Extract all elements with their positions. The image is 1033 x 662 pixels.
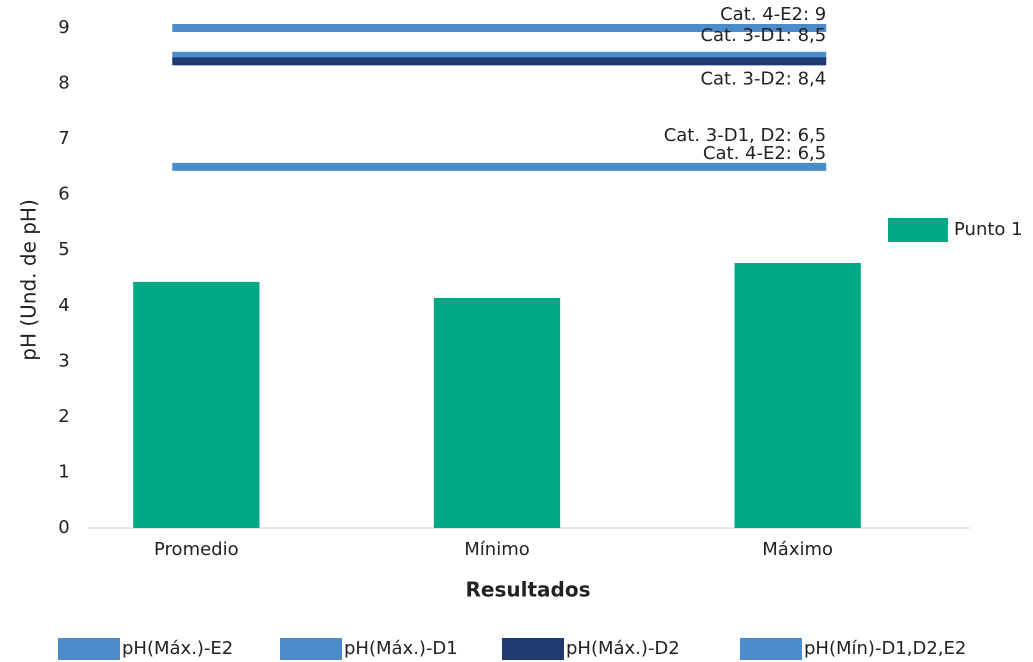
- y-tick-label: 1: [58, 461, 69, 482]
- legend-swatch: [502, 638, 564, 660]
- reference-label: Cat. 4-E2: 6,5: [703, 143, 826, 164]
- x-tick-label: Promedio: [154, 539, 239, 560]
- x-tick-label: Máximo: [762, 539, 833, 560]
- y-tick-label: 6: [58, 184, 69, 205]
- legend-swatch: [280, 638, 342, 660]
- y-tick-label: 0: [58, 517, 69, 538]
- reference-label: Cat. 3-D2: 8,4: [700, 68, 826, 89]
- legend-label: pH(Mín)-D1,D2,E2: [804, 638, 966, 659]
- y-tick-label: 7: [58, 128, 69, 149]
- legend-swatch: [58, 638, 120, 660]
- y-tick-label: 8: [58, 73, 69, 94]
- bar: [133, 281, 260, 528]
- legend-swatch: [740, 638, 802, 660]
- bar: [433, 298, 561, 528]
- reference-label: Cat. 4-E2: 9: [720, 4, 826, 25]
- y-axis-label: pH (Und. de pH): [17, 199, 41, 361]
- legend-label: pH(Máx.)-E2: [122, 638, 233, 659]
- y-tick-label: 5: [58, 239, 69, 260]
- legend-label: pH(Máx.)-D2: [566, 638, 680, 659]
- y-tick-label: 9: [58, 17, 69, 38]
- legend-label: Punto 1: [954, 219, 1023, 240]
- y-tick-label: 3: [58, 350, 69, 371]
- legend-label: pH(Máx.)-D1: [344, 638, 458, 659]
- x-tick-label: Mínimo: [464, 539, 530, 560]
- y-tick-label: 4: [58, 295, 69, 316]
- x-axis-label: Resultados: [466, 578, 591, 602]
- reference-label: Cat. 3-D1, D2: 6,5: [664, 125, 827, 146]
- reference-label: Cat. 3-D1: 8,5: [700, 25, 826, 46]
- legend-swatch: [888, 218, 948, 242]
- bar: [734, 263, 861, 528]
- y-tick-label: 2: [58, 406, 69, 427]
